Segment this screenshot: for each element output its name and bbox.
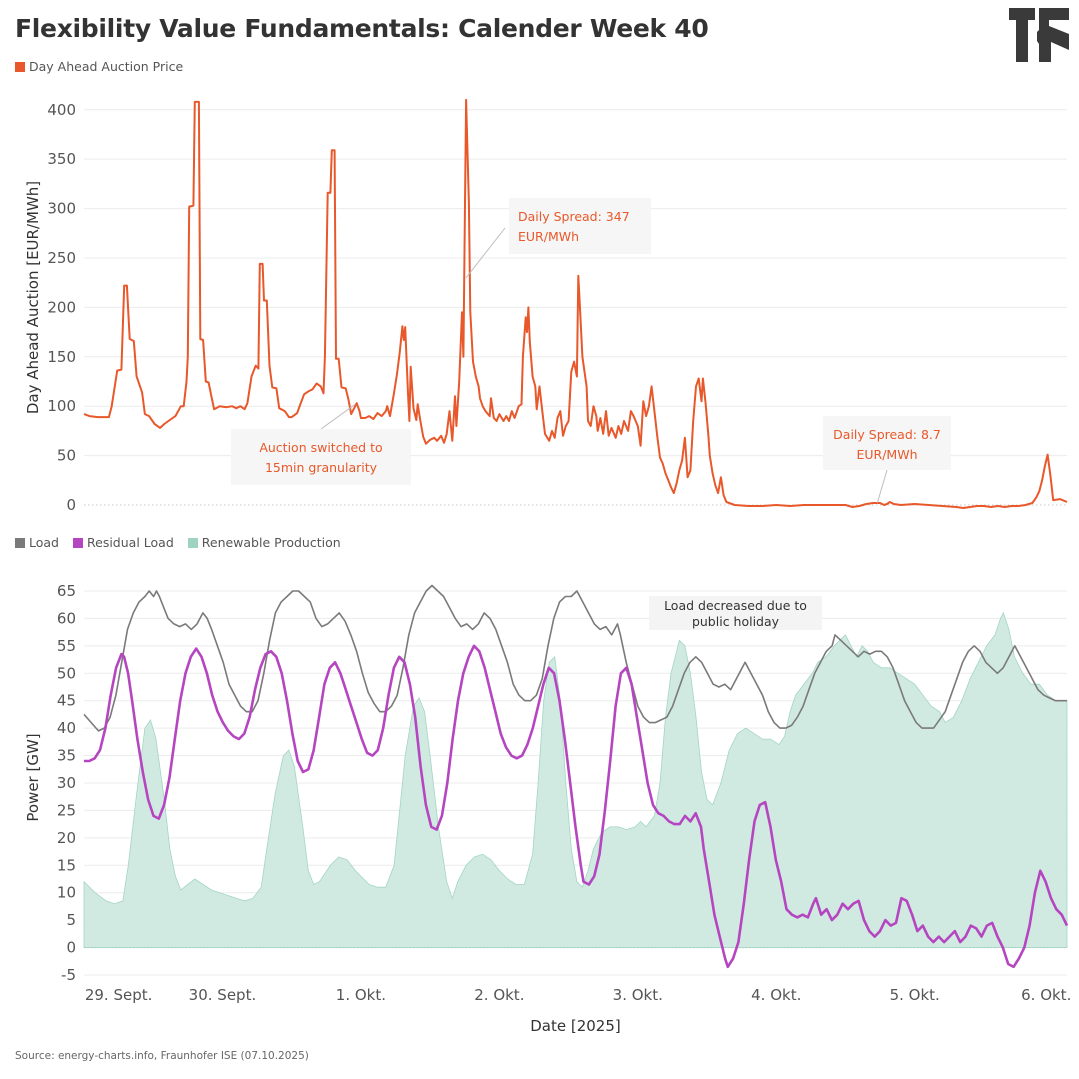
x-tick-label: 4. Okt.: [751, 986, 801, 1004]
power-y-tick-label: 65: [57, 582, 76, 600]
price-y-tick-label: 250: [47, 249, 76, 267]
power-y-tick-label: 20: [57, 829, 76, 847]
price-annotation-box: [823, 416, 951, 470]
power-annotation-text: public holiday: [692, 614, 780, 629]
price-y-tick-label: 300: [47, 200, 76, 218]
power-annotation-text: Load decreased due to: [664, 598, 807, 613]
source-note: Source: energy-charts.info, Fraunhofer I…: [15, 1050, 309, 1062]
power-y-tick-label: 15: [57, 856, 76, 874]
legend-item-renewable: Renewable Production: [187, 535, 341, 550]
legend-item-residual: Residual Load: [73, 535, 174, 550]
legend-swatch-load: [15, 537, 25, 548]
legend-label-renewable: Renewable Production: [201, 535, 341, 550]
power-y-tick-label: 50: [57, 664, 76, 682]
legend-label-residual: Residual Load: [87, 535, 174, 550]
renewable-production-area: [83, 611, 1068, 948]
residual-load-series-line: [84, 644, 1069, 969]
price-annotation-leader: [320, 403, 356, 430]
power-y-tick-label: 25: [57, 801, 76, 819]
price-y-tick-label: 150: [47, 348, 76, 366]
power-y-axis-label: Power [GW]: [24, 733, 42, 821]
price-annotation-box: [231, 429, 411, 485]
x-tick-label: 6. Okt.: [1021, 986, 1071, 1004]
page-title: Flexibility Value Fundamentals: Calender…: [15, 14, 709, 43]
price-annotation-text: EUR/MWh: [856, 447, 917, 462]
price-y-tick-label: 350: [47, 150, 76, 168]
legend-item-price: Day Ahead Auction Price: [15, 59, 183, 74]
price-annotation-leader: [465, 227, 506, 279]
power-y-tick-label: 55: [57, 637, 76, 655]
price-y-tick-label: 50: [57, 447, 76, 465]
power-legend: Load Residual Load Renewable Production: [15, 535, 355, 550]
power-y-tick-label: -5: [61, 966, 76, 984]
x-tick-label: 5. Okt.: [890, 986, 940, 1004]
price-y-tick-label: 100: [47, 397, 76, 415]
power-y-tick-label: 30: [57, 774, 76, 792]
price-annotation-leader: [876, 469, 888, 504]
legend-label-price: Day Ahead Auction Price: [29, 59, 184, 74]
x-tick-label: 3. Okt.: [613, 986, 663, 1004]
power-y-tick-label: 10: [57, 884, 76, 902]
price-y-tick-label: 200: [47, 298, 76, 316]
legend-swatch-residual: [73, 537, 83, 548]
power-y-tick-label: 60: [57, 609, 76, 627]
legend-label-load: Load: [29, 535, 59, 550]
price-y-axis-label: Day Ahead Auction [EUR/MWh]: [24, 181, 42, 414]
legend-swatch-renewable: [187, 537, 198, 548]
price-annotation-text: EUR/MWh: [518, 229, 579, 244]
x-tick-label: 1. Okt.: [336, 986, 386, 1004]
legend-swatch-price: [15, 61, 25, 72]
power-y-tick-label: 0: [66, 939, 76, 957]
company-logo-icon: [1009, 8, 1069, 62]
price-legend: Day Ahead Auction Price: [15, 59, 197, 74]
power-y-tick-label: 5: [66, 911, 76, 929]
price-series-line: [83, 98, 1068, 509]
price-y-tick-label: 0: [66, 496, 76, 514]
power-y-tick-label: 45: [57, 692, 76, 710]
x-tick-label: 29. Sept.: [85, 986, 153, 1004]
x-tick-label: 30. Sept.: [189, 986, 257, 1004]
power-y-tick-label: 40: [57, 719, 76, 737]
x-axis-label: Date [2025]: [530, 1017, 621, 1035]
power-y-tick-label: 35: [57, 747, 76, 765]
x-tick-label: 2. Okt.: [474, 986, 524, 1004]
load-series-line: [83, 584, 1067, 732]
price-y-tick-label: 400: [47, 101, 76, 119]
price-annotation-text: Daily Spread: 8.7: [833, 427, 941, 442]
price-annotation-text: 15min granularity: [265, 460, 378, 475]
price-annotation-text: Auction switched to: [259, 440, 382, 455]
legend-item-load: Load: [15, 535, 59, 550]
price-annotation-text: Daily Spread: 347: [518, 209, 630, 224]
power-annotation-box: [649, 596, 822, 630]
price-annotation-box: [509, 198, 651, 254]
